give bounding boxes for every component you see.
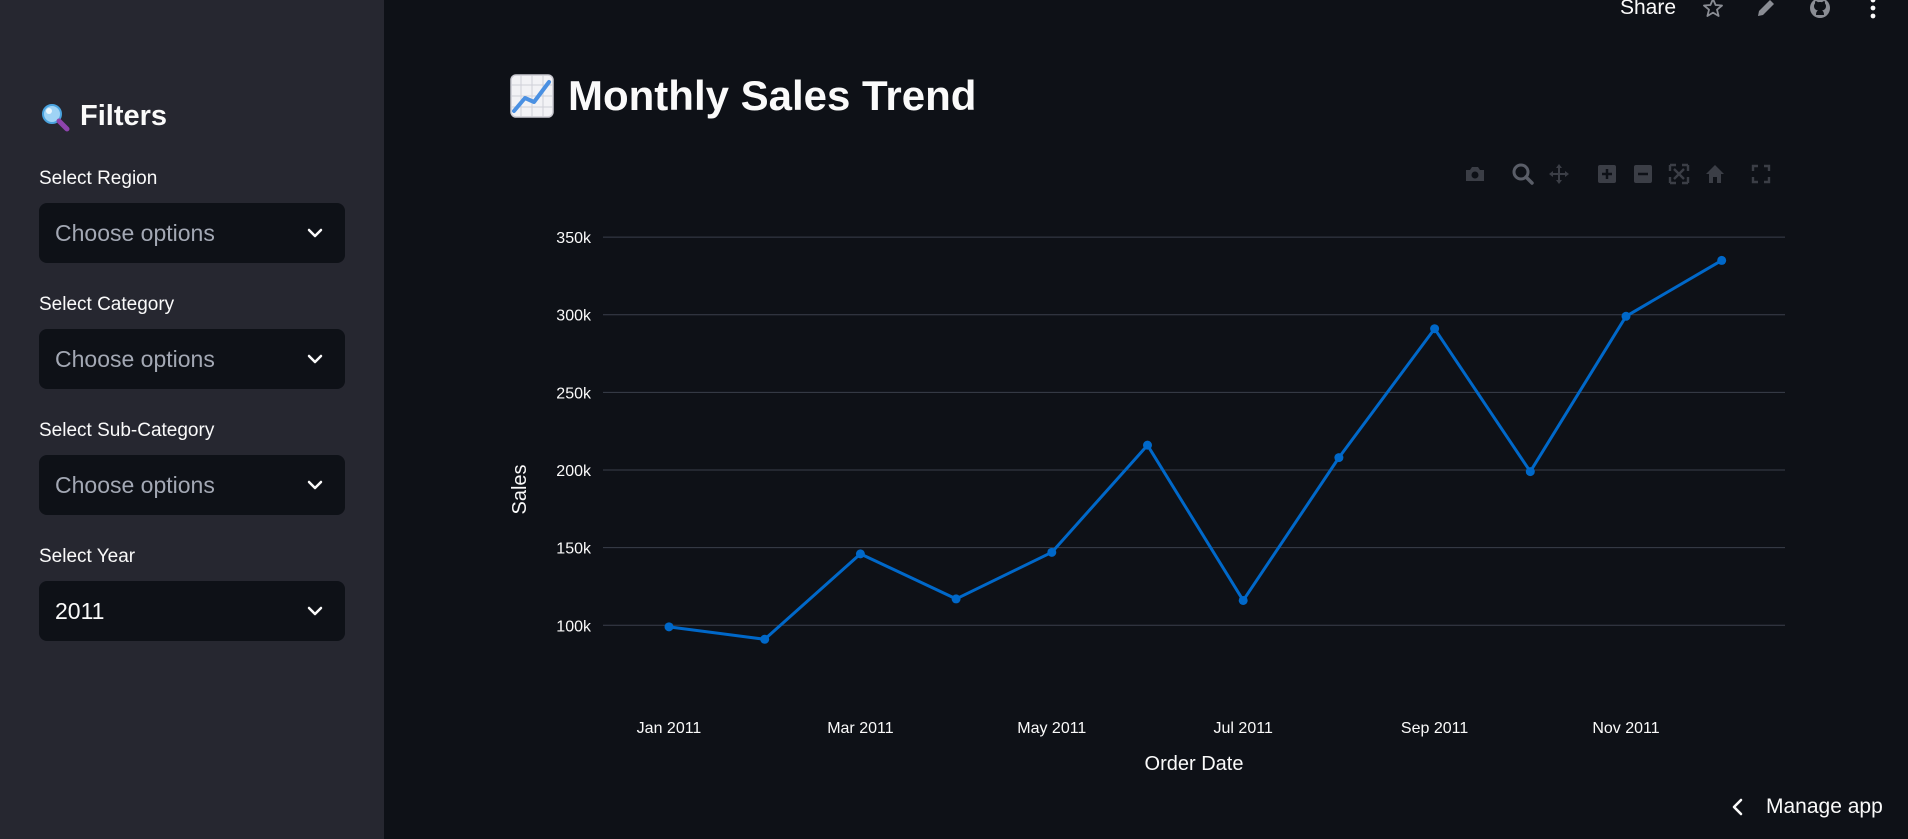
magnifier-icon bbox=[42, 103, 70, 131]
github-icon[interactable] bbox=[1808, 0, 1832, 20]
category-select[interactable]: Choose options bbox=[39, 329, 345, 389]
data-point bbox=[760, 634, 770, 644]
filter-year: Select Year 2011 bbox=[39, 546, 345, 641]
data-point bbox=[1430, 324, 1440, 334]
y-tick-label: 100k bbox=[556, 618, 592, 635]
filter-category: Select Category Choose options bbox=[39, 294, 345, 389]
home-icon[interactable] bbox=[1703, 162, 1727, 186]
fullscreen-icon[interactable] bbox=[1749, 162, 1773, 186]
data-point bbox=[1047, 547, 1057, 557]
x-tick-label: Nov 2011 bbox=[1592, 720, 1659, 737]
select-placeholder: Choose options bbox=[55, 219, 215, 246]
chevron-left-icon bbox=[1732, 798, 1743, 816]
select-value: 2011 bbox=[55, 597, 105, 624]
chart-increasing-icon bbox=[510, 74, 554, 118]
autoscale-icon[interactable] bbox=[1667, 162, 1691, 186]
chevron-down-icon bbox=[307, 228, 323, 238]
data-point bbox=[1621, 311, 1631, 321]
y-tick-label: 350k bbox=[556, 230, 592, 247]
filter-sub-category: Select Sub-Category Choose options bbox=[39, 420, 345, 515]
data-point bbox=[1717, 255, 1727, 265]
series-line bbox=[668, 259, 1723, 641]
x-tick-label: Sep 2011 bbox=[1401, 720, 1468, 737]
filter-label: Select Category bbox=[39, 294, 175, 315]
data-point bbox=[1238, 595, 1248, 605]
year-select[interactable]: 2011 bbox=[39, 581, 345, 641]
chevron-down-icon bbox=[307, 354, 323, 364]
data-point bbox=[1334, 453, 1344, 463]
x-axis-title: Order Date bbox=[1145, 753, 1244, 775]
zoom-out-icon[interactable] bbox=[1631, 162, 1655, 186]
x-tick-label: May 2011 bbox=[1017, 720, 1086, 737]
sub-category-select[interactable]: Choose options bbox=[39, 455, 345, 515]
sidebar-title: Filters bbox=[40, 100, 167, 133]
select-placeholder: Choose options bbox=[55, 471, 215, 498]
data-point bbox=[1525, 467, 1535, 477]
filter-label: Select Region bbox=[39, 168, 158, 189]
sales-line-chart[interactable]: 100k 150k 200k 250k 300k 350k Jan 2011 Mar 2011… bbox=[500, 150, 1800, 790]
manage-app-button[interactable]: Manage app bbox=[1730, 795, 1883, 819]
sidebar: Filters Select Region Choose options Sel… bbox=[0, 0, 384, 839]
star-icon[interactable] bbox=[1701, 0, 1725, 20]
y-axis-title: Sales bbox=[509, 464, 531, 514]
camera-icon[interactable] bbox=[1463, 162, 1487, 186]
data-point bbox=[664, 622, 674, 632]
y-tick-label: 150k bbox=[556, 541, 592, 558]
zoom-icon[interactable] bbox=[1511, 162, 1535, 186]
y-tick-label: 300k bbox=[556, 308, 592, 325]
page-title-text: Monthly Sales Trend bbox=[568, 72, 977, 119]
manage-app-label: Manage app bbox=[1766, 795, 1883, 818]
chevron-down-icon bbox=[307, 480, 323, 490]
more-vertical-icon[interactable] bbox=[1861, 0, 1885, 20]
region-select[interactable]: Choose options bbox=[39, 203, 345, 263]
sidebar-title-text: Filters bbox=[80, 100, 168, 132]
data-point bbox=[855, 549, 865, 559]
page-title: Monthly Sales Trend bbox=[510, 72, 976, 120]
pencil-icon[interactable] bbox=[1754, 0, 1778, 20]
data-point bbox=[951, 594, 961, 604]
x-tick-label: Jul 2011 bbox=[1214, 720, 1273, 737]
data-point bbox=[1143, 440, 1152, 450]
select-placeholder: Choose options bbox=[55, 345, 215, 372]
pan-icon[interactable] bbox=[1547, 162, 1571, 186]
y-tick-label: 250k bbox=[556, 385, 592, 402]
x-tick-label: Mar 2011 bbox=[827, 720, 894, 737]
filter-label: Select Year bbox=[39, 546, 136, 567]
filter-region: Select Region Choose options bbox=[39, 168, 345, 263]
x-tick-label: Jan 2011 bbox=[637, 720, 702, 737]
chevron-down-icon bbox=[307, 606, 323, 616]
y-tick-label: 200k bbox=[556, 463, 592, 480]
filter-label: Select Sub-Category bbox=[39, 420, 215, 441]
zoom-in-icon[interactable] bbox=[1595, 162, 1619, 186]
share-button[interactable]: Share bbox=[1620, 0, 1677, 19]
